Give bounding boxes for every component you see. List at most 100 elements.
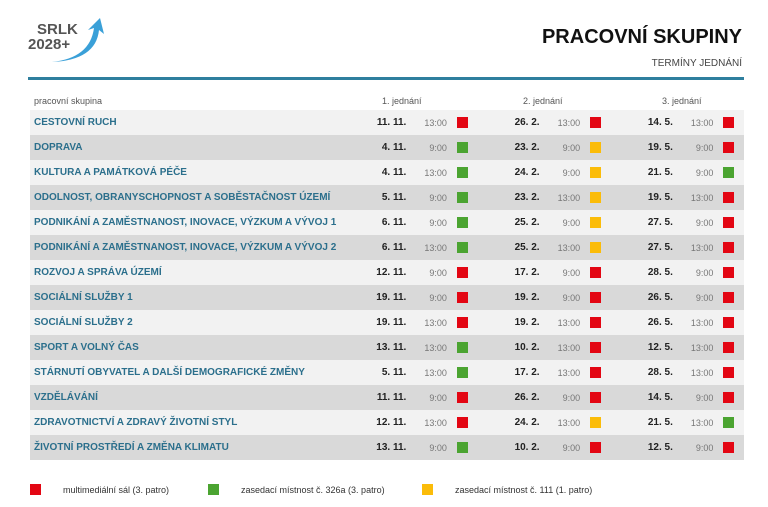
group-name: STÁRNUTÍ OBYVATEL A DALŠÍ DEMOGRAFICKÉ Z…: [34, 367, 305, 378]
meeting-time: 9:00: [429, 192, 447, 203]
meeting-date: 6. 11.: [381, 242, 407, 253]
room-color-marker: [589, 416, 601, 428]
room-color-marker: [456, 266, 468, 278]
table-row: SOCIÁLNÍ SLUŽBY 1 19. 11. 9:00 19. 2. 9:00 26…: [30, 285, 744, 310]
meeting-time: 13:00: [557, 242, 581, 253]
meeting-time: 13:00: [557, 317, 581, 328]
meeting-time: 13:00: [557, 192, 581, 203]
room-color-marker: [456, 241, 468, 253]
meeting-time: 9:00: [562, 267, 581, 278]
room-color-marker: [589, 116, 601, 128]
meeting-time: 13:00: [424, 317, 447, 328]
group-name: ZDRAVOTNICTVÍ A ZDRAVÝ ŽIVOTNÍ STYL: [34, 417, 238, 428]
meeting-time: 13:00: [690, 242, 714, 253]
meeting-time: 13:00: [424, 242, 447, 253]
meeting-date: 4. 11.: [381, 142, 407, 153]
meeting-date: 26. 2.: [514, 392, 540, 403]
room-color-marker: [589, 216, 601, 228]
legend-label: multimediální sál (3. patro): [63, 484, 170, 495]
group-name: SPORT A VOLNÝ ČAS: [34, 342, 139, 353]
meeting-date: 17. 2.: [514, 367, 540, 378]
room-color-marker: [456, 291, 468, 303]
meeting-date: 27. 5.: [647, 217, 673, 228]
room-color-marker: [456, 341, 468, 353]
meeting-time: 9:00: [695, 217, 714, 228]
col-header-1: 1. jednání: [382, 96, 422, 106]
meeting-date: 14. 5.: [647, 392, 673, 403]
meeting-date: 13. 11.: [376, 442, 407, 453]
meeting-date: 27. 5.: [647, 242, 673, 253]
meeting-time: 13:00: [690, 417, 714, 428]
table-row: SOCIÁLNÍ SLUŽBY 2 19. 11. 13:00 19. 2. 13:00…: [30, 310, 744, 335]
arrow-icon: [52, 18, 104, 62]
room-color-marker: [456, 191, 468, 203]
meeting-date: 26. 5.: [647, 317, 673, 328]
meeting-date: 17. 2.: [514, 267, 540, 278]
col-header-group: pracovní skupina: [34, 96, 103, 106]
meeting-time: 9:00: [429, 292, 447, 303]
meeting-date: 12. 11.: [376, 267, 407, 278]
meeting-time: 13:00: [424, 167, 447, 178]
room-color-marker: [589, 341, 601, 353]
room-color-marker: [456, 441, 468, 453]
room-color-marker: [723, 166, 735, 178]
meeting-date: 10. 2.: [514, 442, 540, 453]
col-header-2: 2. jednání: [523, 96, 563, 106]
meeting-date: 25. 2.: [514, 242, 540, 253]
group-name: DOPRAVA: [34, 142, 83, 153]
room-color-marker: [589, 366, 601, 378]
table-row: SPORT A VOLNÝ ČAS 13. 11. 13:00 10. 2. 13:00…: [30, 335, 744, 360]
meeting-date: 21. 5.: [647, 417, 673, 428]
meeting-date: 19. 2.: [514, 317, 540, 328]
table-row: CESTOVNÍ RUCH 11. 11. 13:00 26. 2. 13:00 14. …: [30, 110, 744, 135]
room-color-marker: [723, 266, 735, 278]
meeting-date: 5. 11.: [381, 367, 407, 378]
legend-label: zasedací místnost č. 326a (3. patro): [241, 484, 385, 495]
meeting-time: 13:00: [557, 417, 581, 428]
meeting-date: 5. 11.: [381, 192, 407, 203]
room-color-marker: [723, 141, 735, 153]
meeting-time: 9:00: [695, 442, 714, 453]
legend-item: zasedací místnost č. 111 (1. patro): [422, 484, 592, 495]
meeting-time: 9:00: [562, 167, 581, 178]
meeting-date: 19. 2.: [514, 292, 540, 303]
room-color-marker: [589, 191, 601, 203]
room-color-marker: [723, 191, 735, 203]
legend-item: multimediální sál (3. patro): [30, 484, 169, 495]
group-name: PODNIKÁNÍ A ZAMĚSTNANOST, INOVACE, VÝZKU…: [34, 242, 337, 253]
meeting-time: 13:00: [424, 367, 447, 378]
room-color-marker: [723, 416, 735, 428]
meeting-date: 26. 2.: [514, 117, 540, 128]
room-color-marker: [456, 116, 468, 128]
group-name: ODOLNOST, OBRANYSCHOPNOST A SOBĚSTAČNOST…: [34, 192, 331, 203]
meeting-time: 9:00: [562, 292, 581, 303]
room-color-marker: [723, 291, 735, 303]
room-color-marker: [723, 316, 735, 328]
meeting-time: 9:00: [429, 142, 447, 153]
legend-color-marker: [30, 484, 41, 495]
table-row: KULTURA A PAMÁTKOVÁ PÉČE 4. 11. 13:00 24. 2…: [30, 160, 744, 185]
table-row: PODNIKÁNÍ A ZAMĚSTNANOST, INOVACE, VÝZKU…: [30, 210, 744, 235]
schedule-table: CESTOVNÍ RUCH 11. 11. 13:00 26. 2. 13:00 14. …: [30, 110, 744, 460]
table-row: VZDĚLÁVÁNÍ 11. 11. 9:00 26. 2. 9:00 14. 5. 9:0…: [30, 385, 744, 410]
room-color-marker: [456, 416, 468, 428]
room-color-marker: [589, 166, 601, 178]
meeting-date: 4. 11.: [381, 167, 407, 178]
table-row: ŽIVOTNÍ PROSTŘEDÍ A ZMĚNA KLIMATU 13. 11.…: [30, 435, 744, 460]
room-color-marker: [456, 141, 468, 153]
logo: SRLK 2028+: [28, 18, 108, 66]
meeting-date: 23. 2.: [514, 192, 540, 203]
group-name: ROZVOJ A SPRÁVA ÚZEMÍ: [34, 267, 162, 278]
room-color-marker: [589, 241, 601, 253]
meeting-time: 13:00: [690, 317, 714, 328]
meeting-date: 23. 2.: [514, 142, 540, 153]
meeting-time: 13:00: [690, 342, 714, 353]
meeting-time: 9:00: [695, 292, 714, 303]
meeting-date: 11. 11.: [376, 117, 407, 128]
meeting-time: 13:00: [557, 117, 581, 128]
group-name: ŽIVOTNÍ PROSTŘEDÍ A ZMĚNA KLIMATU: [34, 442, 229, 453]
meeting-date: 11. 11.: [376, 392, 407, 403]
meeting-time: 13:00: [557, 342, 581, 353]
room-color-marker: [723, 241, 735, 253]
room-color-marker: [456, 216, 468, 228]
